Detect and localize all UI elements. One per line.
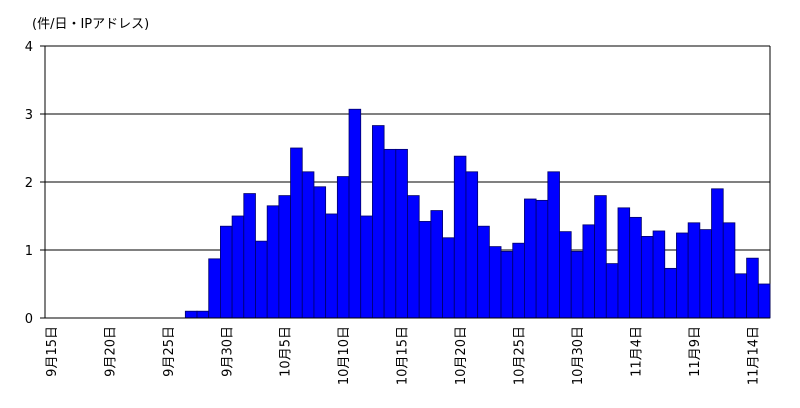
bar — [582, 224, 595, 319]
bar — [559, 231, 572, 319]
x-tick-label: 10月30日 — [571, 326, 586, 385]
bar — [524, 198, 537, 319]
y-tick-label: 3 — [25, 108, 33, 123]
x-tick-label: 10月15日 — [396, 326, 411, 385]
bar — [629, 216, 642, 319]
bar — [676, 232, 689, 319]
bar — [325, 213, 338, 319]
bar — [208, 258, 221, 319]
x-tick-label: 9月20日 — [103, 326, 118, 377]
x-tick-label: 11月9日 — [688, 326, 703, 377]
x-tick-label: 10月10日 — [337, 326, 352, 385]
bar — [278, 195, 291, 319]
bar — [348, 108, 362, 319]
bar — [477, 225, 490, 319]
y-tick-label: 4 — [25, 40, 33, 55]
bar — [301, 171, 315, 319]
x-tick-label: 11月14日 — [746, 326, 761, 385]
x-tick-label: 9月25日 — [162, 326, 177, 377]
bar — [255, 240, 268, 319]
bar — [535, 199, 549, 319]
bar — [594, 195, 607, 319]
bar — [336, 176, 350, 319]
bar — [418, 221, 432, 319]
bar — [640, 235, 654, 319]
bar — [734, 273, 748, 319]
bar — [243, 193, 256, 319]
bar — [500, 250, 514, 319]
bar — [430, 210, 443, 319]
bar — [184, 310, 198, 319]
bar — [757, 283, 771, 319]
y-axis-label: (件/日・IPアドレス) — [32, 17, 149, 32]
bar — [722, 222, 736, 319]
bar — [711, 188, 724, 319]
bar — [453, 155, 467, 319]
bar — [687, 222, 701, 319]
x-tick-label: 11月4日 — [630, 326, 645, 377]
bar — [407, 195, 420, 319]
x-tick-label: 9月15日 — [45, 326, 60, 377]
y-tick-label: 0 — [25, 312, 33, 327]
bar — [547, 171, 560, 319]
bar — [699, 229, 712, 319]
x-tick-label: 10月20日 — [454, 326, 469, 385]
bar — [395, 148, 408, 319]
x-tick-label: 9月30日 — [220, 326, 235, 377]
bar — [605, 263, 619, 319]
x-tick-label: 10月25日 — [513, 326, 528, 385]
y-tick-label: 1 — [25, 244, 33, 259]
bar — [512, 242, 525, 319]
bar — [488, 246, 502, 319]
bar — [196, 310, 210, 319]
bar — [465, 171, 479, 319]
x-tick-label: 10月5日 — [279, 326, 294, 377]
bar — [290, 147, 303, 319]
bar — [372, 125, 385, 319]
bar — [220, 225, 233, 319]
bar — [617, 207, 631, 319]
bar — [664, 267, 677, 319]
bar — [652, 230, 666, 319]
y-tick-label: 2 — [25, 176, 33, 191]
bar — [746, 257, 759, 319]
bar — [360, 215, 373, 319]
bar — [570, 250, 584, 319]
bar — [266, 205, 280, 319]
bar — [313, 186, 327, 319]
bar — [231, 215, 245, 319]
bar — [383, 148, 397, 319]
bar — [442, 237, 455, 319]
